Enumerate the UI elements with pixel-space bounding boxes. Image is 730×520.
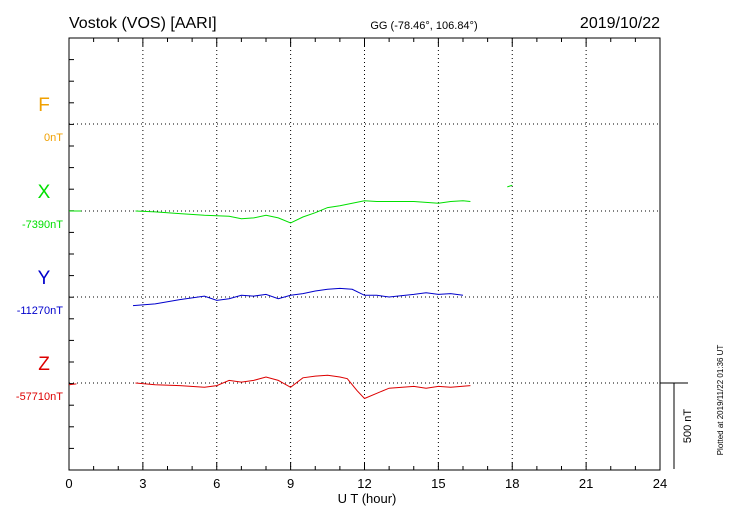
series-name-z: Z	[38, 354, 50, 375]
grid-lines	[69, 38, 660, 470]
series-name-y: Y	[38, 268, 51, 289]
x-tick-label: 0	[65, 476, 72, 491]
series-labels: F 0nT X -7390nT Y -11270nT Z -57710nT	[16, 95, 63, 403]
x-axis-label: U T (hour)	[338, 491, 397, 506]
x-tick-label: 6	[213, 476, 220, 491]
x-tick-label: 9	[287, 476, 294, 491]
series-name-f: F	[38, 95, 50, 116]
coordinates-label: GG (-78.46°, 106.84°)	[370, 20, 477, 32]
scale-bar: 500 nT	[660, 382, 694, 469]
x-tick-label: 18	[505, 476, 519, 491]
series-baseline-x: -7390nT	[22, 219, 63, 231]
x-tick-label: 21	[579, 476, 593, 491]
series-baseline-f: 0nT	[44, 132, 63, 144]
series-trace-x	[69, 184, 513, 224]
x-tick-label: 12	[357, 476, 371, 491]
x-tick-labels: 0 3 6 9 12 15 18 21 24	[65, 476, 667, 491]
x-tick-label: 15	[431, 476, 445, 491]
x-tick-label: 24	[653, 476, 667, 491]
series-name-x: X	[38, 182, 51, 203]
series-baseline-z: -57710nT	[16, 391, 63, 403]
station-title: Vostok (VOS) [AARI]	[69, 15, 217, 32]
date-label: 2019/10/22	[580, 15, 660, 32]
scale-bar-label: 500 nT	[682, 409, 694, 444]
x-tick-label: 3	[139, 476, 146, 491]
axis-ticks	[68, 37, 661, 471]
series-baseline-y: -11270nT	[17, 305, 64, 317]
series-traces	[69, 184, 513, 398]
plotted-at-note: Plotted at 2019/11/22 01:36 UT	[716, 345, 725, 456]
